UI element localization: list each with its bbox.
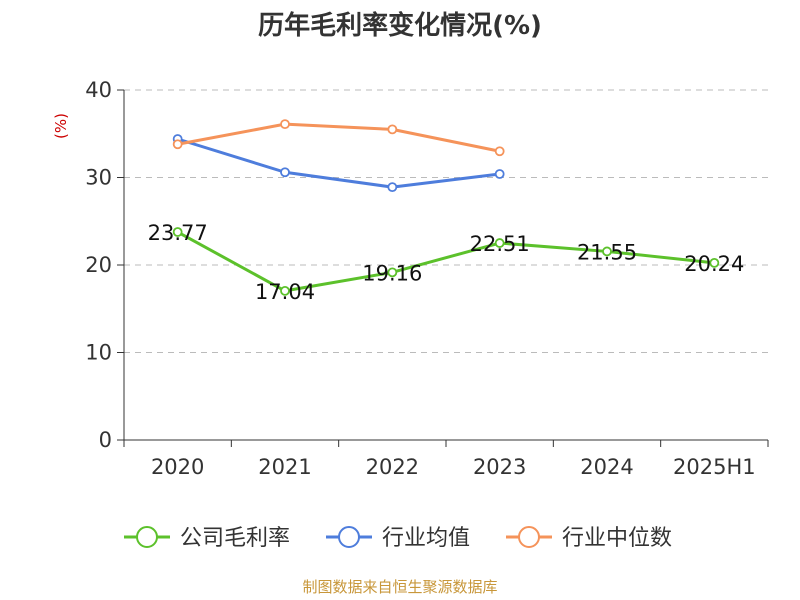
data-point [172, 139, 183, 150]
legend-item: 公司毛利率 [124, 526, 290, 551]
data-point [280, 119, 290, 130]
series-line-2 [177, 122, 500, 153]
y-axis-unit-label: (%) [52, 113, 70, 139]
chart-title: 历年毛利率变化情况(%) [258, 10, 542, 41]
x-tick-label: 2023 [473, 455, 526, 479]
y-tick-label: 0 [99, 428, 112, 452]
data-label: 19.16 [362, 261, 422, 285]
grid-lines [124, 89, 768, 353]
source-note: 制图数据来自恒生聚源数据库 [302, 578, 497, 596]
data-point [387, 267, 398, 278]
data-point [387, 124, 398, 135]
data-point [494, 146, 505, 157]
data-point [172, 227, 183, 237]
x-tick-label: 2025H1 [673, 455, 756, 479]
data-point [280, 167, 290, 178]
x-tick-label: 2021 [258, 455, 311, 479]
legend-marker [338, 526, 360, 548]
data-labels: 23.77 17.04 19.16 22.51 21.55 20.24 [148, 221, 745, 304]
legend-label: 公司毛利率 [180, 526, 290, 551]
data-label: 21.55 [577, 240, 637, 264]
series-lines [172, 119, 720, 296]
x-tick-label: 2022 [366, 455, 419, 479]
y-tick-label: 40 [85, 78, 112, 102]
y-tick-label: 30 [85, 166, 112, 190]
data-label: 20.24 [684, 252, 744, 276]
data-point [602, 246, 612, 257]
legend-marker [136, 526, 158, 548]
data-point [709, 257, 720, 268]
legend: 公司毛利率 行业均值 行业中位数 [124, 526, 672, 551]
legend-item: 行业均值 [326, 526, 470, 551]
series-line-1 [177, 137, 500, 189]
data-label: 22.51 [470, 232, 530, 256]
data-point [494, 238, 505, 248]
legend-label: 行业均值 [382, 526, 470, 551]
legend-label: 行业中位数 [562, 526, 672, 551]
x-tick-label: 2024 [580, 455, 633, 479]
legend-item: 行业中位数 [506, 526, 672, 551]
axes: 0 10 20 30 40 2020 2021 2022 2023 2024 2025H1 [85, 78, 769, 479]
y-tick-label: 20 [85, 253, 112, 277]
series-line-0 [176, 230, 715, 293]
x-tick-label: 2020 [151, 455, 204, 479]
legend-marker [518, 526, 540, 548]
data-point [280, 285, 290, 296]
data-label: 17.04 [255, 280, 315, 304]
data-label: 23.77 [148, 221, 208, 245]
data-point [387, 182, 398, 193]
data-point [494, 169, 505, 179]
y-tick-label: 10 [85, 341, 112, 365]
